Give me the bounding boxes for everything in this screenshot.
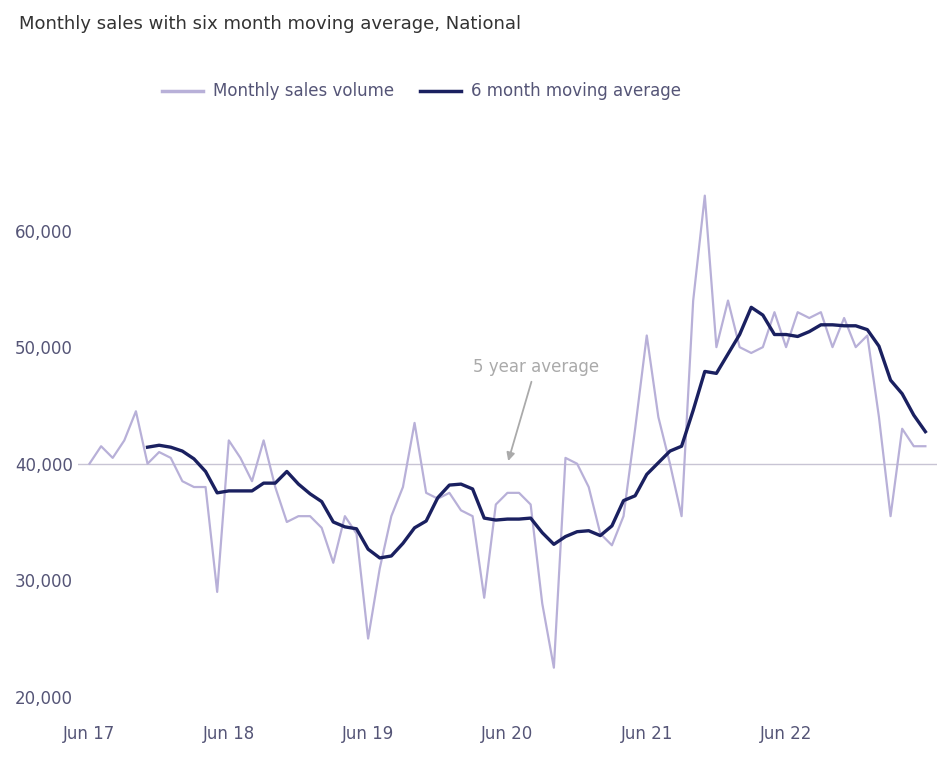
Legend: Monthly sales volume, 6 month moving average: Monthly sales volume, 6 month moving ave…	[155, 76, 688, 107]
Text: Monthly sales with six month moving average, National: Monthly sales with six month moving aver…	[19, 15, 521, 33]
Text: 5 year average: 5 year average	[472, 359, 599, 459]
